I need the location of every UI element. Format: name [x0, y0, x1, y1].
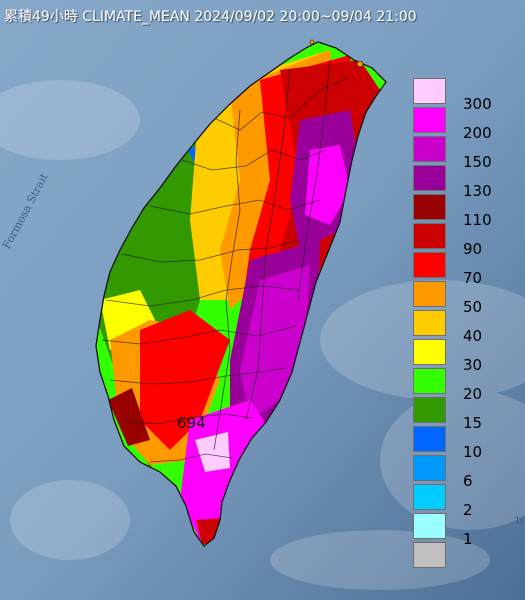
legend-item: 10 — [413, 426, 521, 461]
legend-swatch — [413, 455, 446, 481]
legend-item: 150 — [413, 136, 521, 171]
legend-swatch — [413, 136, 446, 162]
legend-item: 15 — [413, 397, 521, 432]
legend-swatch — [413, 397, 446, 423]
legend-label: 1 — [463, 530, 473, 548]
legend-label: 30 — [463, 356, 483, 374]
legend-item: 30 — [413, 339, 521, 374]
legend-swatch — [413, 281, 446, 307]
legend-label: 90 — [463, 240, 483, 258]
legend-swatch — [413, 426, 446, 452]
legend-swatch — [413, 484, 446, 510]
map-title: 累積49小時 CLIMATE_MEAN 2024/09/02 20:00~09/… — [4, 9, 417, 25]
legend-swatch — [413, 107, 446, 133]
legend-swatch — [413, 252, 446, 278]
legend-swatch — [413, 223, 446, 249]
legend-item: 20 — [413, 368, 521, 403]
legend-swatch — [413, 194, 446, 220]
legend-item: 2 — [413, 484, 521, 519]
legend-item: 40 — [413, 310, 521, 345]
offshore-islets — [309, 39, 364, 68]
legend-item: 300 — [413, 78, 521, 113]
legend-item: 110 — [413, 194, 521, 229]
legend-swatch — [413, 339, 446, 365]
legend-label: 20 — [463, 385, 483, 403]
legend-item: 130 — [413, 165, 521, 200]
legend-item: 70 — [413, 252, 521, 287]
legend-item: 1 — [413, 513, 521, 548]
legend-swatch — [413, 542, 446, 568]
rainfall-legend: 300 200 150 130 110 90 70 50 40 30 20 15 10 6 2 1 — [413, 78, 521, 572]
legend-swatch — [413, 165, 446, 191]
county-boundaries — [101, 59, 349, 463]
legend-label: 6 — [463, 472, 473, 490]
legend-label: 70 — [463, 269, 483, 287]
max-rainfall-label: 694 — [177, 414, 206, 432]
corner-mark: 1( — [514, 516, 523, 525]
legend-item: 90 — [413, 223, 521, 258]
legend-label: 150 — [463, 153, 492, 171]
legend-item — [413, 542, 521, 568]
legend-label: 10 — [463, 443, 483, 461]
legend-label: 50 — [463, 298, 483, 316]
legend-label: 130 — [463, 182, 492, 200]
legend-label: 15 — [463, 414, 483, 432]
legend-label: 110 — [463, 211, 492, 229]
legend-label: 300 — [463, 95, 492, 113]
legend-item: 200 — [413, 107, 521, 142]
legend-label: 40 — [463, 327, 483, 345]
legend-label: 200 — [463, 124, 492, 142]
legend-swatch — [413, 368, 446, 394]
legend-label: 2 — [463, 501, 473, 519]
legend-item: 6 — [413, 455, 521, 490]
legend-swatch — [413, 310, 446, 336]
legend-swatch — [413, 513, 446, 539]
legend-item: 50 — [413, 281, 521, 316]
legend-swatch — [413, 78, 446, 104]
